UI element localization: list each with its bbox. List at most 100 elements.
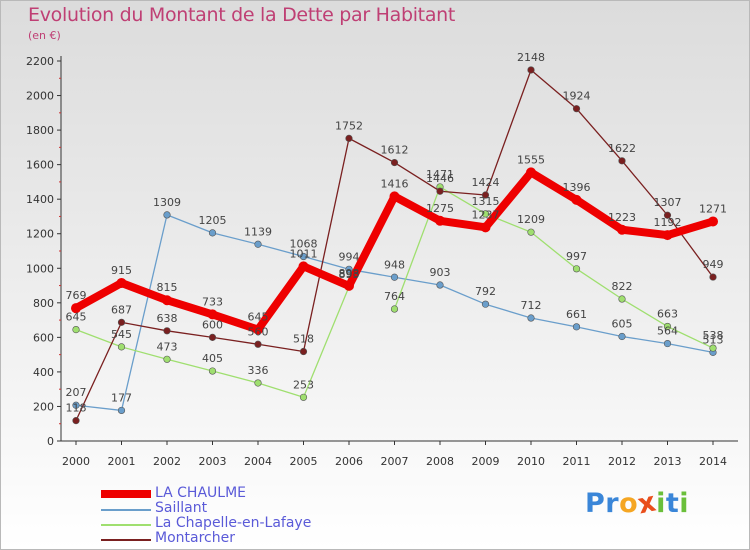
- data-point-montarcher: [527, 66, 535, 74]
- series-line-montarcher: [75, 69, 714, 422]
- data-point-montarcher: [390, 158, 399, 167]
- data-point-montarcher: [117, 318, 126, 326]
- data-label-la-chapelle-en-lafaye: 405: [202, 352, 223, 365]
- data-label-la-chaulme: 1192: [654, 216, 682, 229]
- proxiti-logo: Proxiti: [585, 486, 689, 520]
- data-label-montarcher: 1612: [381, 144, 409, 157]
- data-label-la-chapelle-en-lafaye: 545: [111, 328, 132, 341]
- data-point-la-chaulme: [253, 324, 263, 335]
- x-tick-label: 2005: [290, 455, 318, 468]
- data-label-la-chapelle-en-lafaye: 538: [703, 329, 724, 342]
- data-point-la-chaulme: [71, 303, 81, 314]
- data-label-la-chapelle-en-lafaye: 473: [157, 340, 178, 353]
- data-label-saillant: 1068: [290, 238, 318, 251]
- data-point-la-chapelle-en-lafaye: [390, 305, 399, 313]
- data-label-montarcher: 949: [703, 258, 724, 271]
- data-point-saillant: [72, 401, 80, 409]
- chart-title: Evolution du Montant de la Dette par Hab…: [28, 4, 456, 26]
- data-label-la-chaulme: 1223: [608, 211, 636, 224]
- data-label-la-chaulme: 815: [157, 281, 178, 294]
- data-label-montarcher: 687: [111, 303, 132, 316]
- data-label-montarcher: 118: [66, 402, 87, 415]
- x-tick-label: 2014: [699, 455, 727, 468]
- y-tick-label: 2200: [26, 55, 54, 68]
- data-point-saillant: [345, 265, 353, 273]
- data-label-la-chaulme: 1275: [426, 202, 454, 215]
- data-label-la-chaulme: 898: [339, 267, 360, 280]
- x-tick-label: 2009: [472, 455, 500, 468]
- data-label-la-chaulme: 915: [111, 264, 132, 277]
- data-label-la-chapelle-en-lafaye: 1209: [517, 213, 545, 226]
- data-label-la-chapelle-en-lafaye: 645: [66, 311, 87, 324]
- data-label-saillant: 1205: [199, 214, 227, 227]
- x-tick-label: 2013: [654, 455, 682, 468]
- data-label-montarcher: 560: [248, 325, 269, 338]
- data-point-la-chaulme: [389, 191, 400, 202]
- data-point-la-chapelle-en-lafaye: [481, 210, 490, 218]
- legend-label: La Chapelle-en-Lafaye: [155, 515, 312, 531]
- data-label-saillant: 792: [475, 285, 496, 298]
- x-tick-label: 2006: [335, 455, 363, 468]
- data-point-la-chapelle-en-lafaye: [254, 379, 262, 387]
- data-point-la-chapelle-en-lafaye: [709, 344, 717, 352]
- legend-label: Montarcher: [155, 530, 235, 546]
- x-tick-label: 2007: [381, 455, 409, 468]
- x-tick-label: 2001: [108, 455, 136, 468]
- data-point-la-chaulme: [435, 215, 445, 226]
- logo-letter: t: [665, 488, 680, 519]
- data-point-saillant: [254, 240, 262, 248]
- y-tick-label: 2000: [26, 90, 54, 103]
- data-point-la-chapelle-en-lafaye: [299, 393, 308, 401]
- data-label-la-chapelle-en-lafaye: 764: [384, 290, 405, 303]
- x-tick-label: 2003: [199, 455, 227, 468]
- data-labels-layer: 207 177 1309 1205 1139 1068 994 948 903 792 712 661…: [66, 51, 728, 415]
- data-point-montarcher: [481, 191, 490, 199]
- data-label-la-chaulme: 769: [66, 289, 87, 302]
- series-layer: [71, 66, 718, 425]
- data-point-montarcher: [345, 134, 353, 142]
- data-label-saillant: 1309: [153, 196, 181, 209]
- data-point-saillant: [663, 339, 672, 348]
- data-point-montarcher: [663, 211, 672, 219]
- data-label-la-chaulme: 1011: [290, 247, 318, 260]
- data-label-saillant: 207: [66, 386, 87, 399]
- y-tick-label: 400: [33, 366, 54, 379]
- data-point-la-chapelle-en-lafaye: [208, 367, 217, 375]
- data-point-la-chaulme: [162, 295, 172, 306]
- data-label-montarcher: 600: [202, 318, 223, 331]
- data-label-la-chaulme: 645: [248, 311, 269, 324]
- data-point-montarcher: [436, 187, 444, 195]
- data-label-la-chapelle-en-lafaye: 997: [566, 250, 587, 263]
- y-tick-label: 1000: [26, 262, 54, 275]
- data-point-la-chapelle-en-lafaye: [117, 343, 126, 351]
- legend-swatch: [101, 539, 151, 541]
- data-label-saillant: 948: [384, 258, 405, 271]
- data-label-saillant: 177: [111, 391, 132, 404]
- data-label-saillant: 712: [521, 299, 542, 312]
- data-point-montarcher: [299, 347, 308, 356]
- data-label-montarcher: 1752: [335, 119, 363, 132]
- x-tick-label: 2002: [153, 455, 181, 468]
- data-label-la-chapelle-en-lafaye: 1315: [472, 195, 500, 208]
- data-point-la-chaulme: [298, 261, 309, 272]
- data-point-la-chapelle-en-lafaye: [163, 355, 171, 363]
- y-tick-label: 1400: [26, 193, 54, 206]
- logo-letter: r: [605, 488, 620, 519]
- data-point-la-chaulme: [344, 280, 354, 291]
- x-tick-label: 2010: [517, 455, 545, 468]
- y-tick-label: 1600: [26, 159, 54, 172]
- data-point-la-chaulme: [207, 309, 218, 320]
- data-label-la-chaulme: 1271: [699, 202, 727, 215]
- data-point-saillant: [481, 300, 490, 308]
- data-label-montarcher: 518: [293, 333, 314, 346]
- data-label-la-chapelle-en-lafaye: 253: [293, 378, 314, 391]
- data-point-la-chapelle-en-lafaye: [618, 295, 626, 303]
- y-tick-label: 200: [33, 400, 54, 413]
- data-label-montarcher: 1446: [426, 172, 454, 185]
- data-point-montarcher: [254, 340, 262, 348]
- data-label-montarcher: 2148: [517, 51, 545, 64]
- data-point-montarcher: [72, 417, 80, 425]
- data-label-la-chapelle-en-lafaye: 336: [248, 364, 269, 377]
- data-label-saillant: 513: [703, 333, 724, 346]
